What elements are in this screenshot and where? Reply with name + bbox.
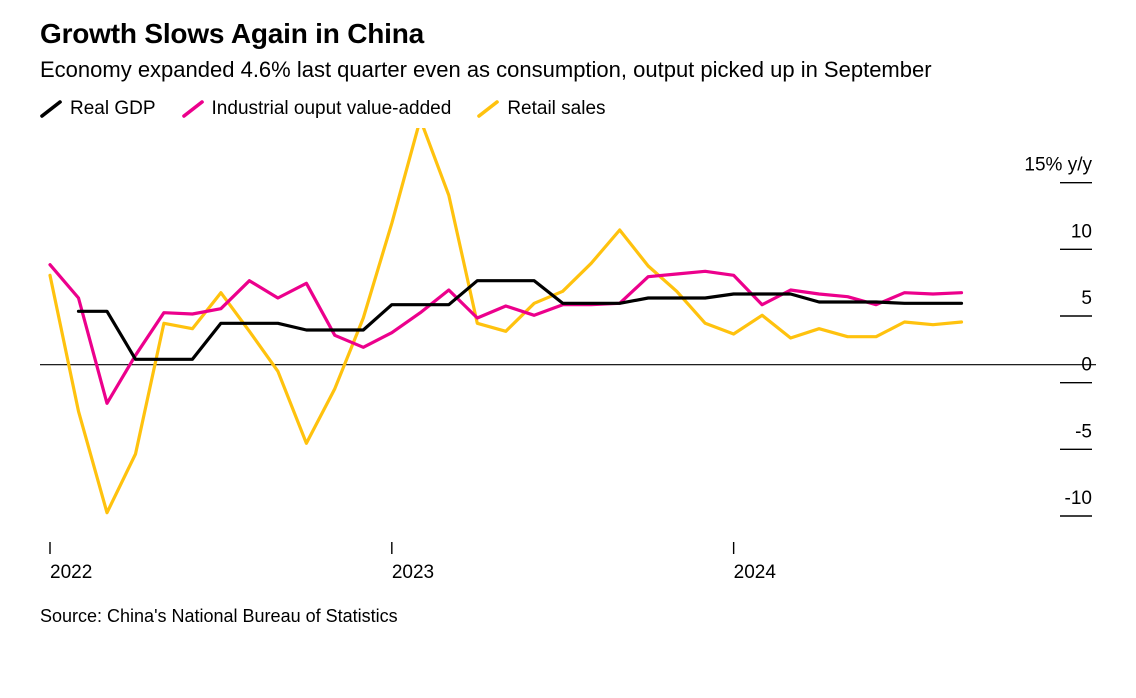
legend-swatch-icon bbox=[40, 98, 62, 120]
svg-text:2022: 2022 bbox=[50, 562, 92, 583]
svg-text:2023: 2023 bbox=[392, 562, 434, 583]
chart-legend: Real GDP Industrial ouput value-added Re… bbox=[40, 98, 1096, 120]
svg-text:10: 10 bbox=[1071, 221, 1092, 242]
legend-label: Real GDP bbox=[70, 98, 156, 120]
chart-plot-area: 15% y/y 10 5 0 -5 -10 2022 2023 2024 bbox=[40, 128, 1096, 588]
chart-title: Growth Slows Again in China bbox=[40, 18, 1096, 50]
line-chart-svg: 15% y/y 10 5 0 -5 -10 2022 2023 2024 bbox=[40, 128, 1096, 588]
svg-text:-5: -5 bbox=[1075, 421, 1092, 442]
svg-text:0: 0 bbox=[1081, 354, 1092, 375]
chart-subtitle: Economy expanded 4.6% last quarter even … bbox=[40, 56, 1000, 84]
legend-item-real-gdp: Real GDP bbox=[40, 98, 156, 120]
svg-text:2024: 2024 bbox=[734, 562, 777, 583]
legend-label: Retail sales bbox=[507, 98, 605, 120]
chart-source: Source: China's National Bureau of Stati… bbox=[40, 606, 1096, 627]
line-chart-figure: Growth Slows Again in China Economy expa… bbox=[0, 0, 1136, 698]
svg-text:5: 5 bbox=[1081, 288, 1092, 309]
legend-item-industrial: Industrial ouput value-added bbox=[182, 98, 452, 120]
legend-label: Industrial ouput value-added bbox=[212, 98, 452, 120]
legend-swatch-icon bbox=[182, 98, 204, 120]
legend-item-retail: Retail sales bbox=[477, 98, 605, 120]
svg-text:-10: -10 bbox=[1065, 488, 1092, 509]
legend-swatch-icon bbox=[477, 98, 499, 120]
svg-text:15% y/y: 15% y/y bbox=[1024, 154, 1092, 175]
